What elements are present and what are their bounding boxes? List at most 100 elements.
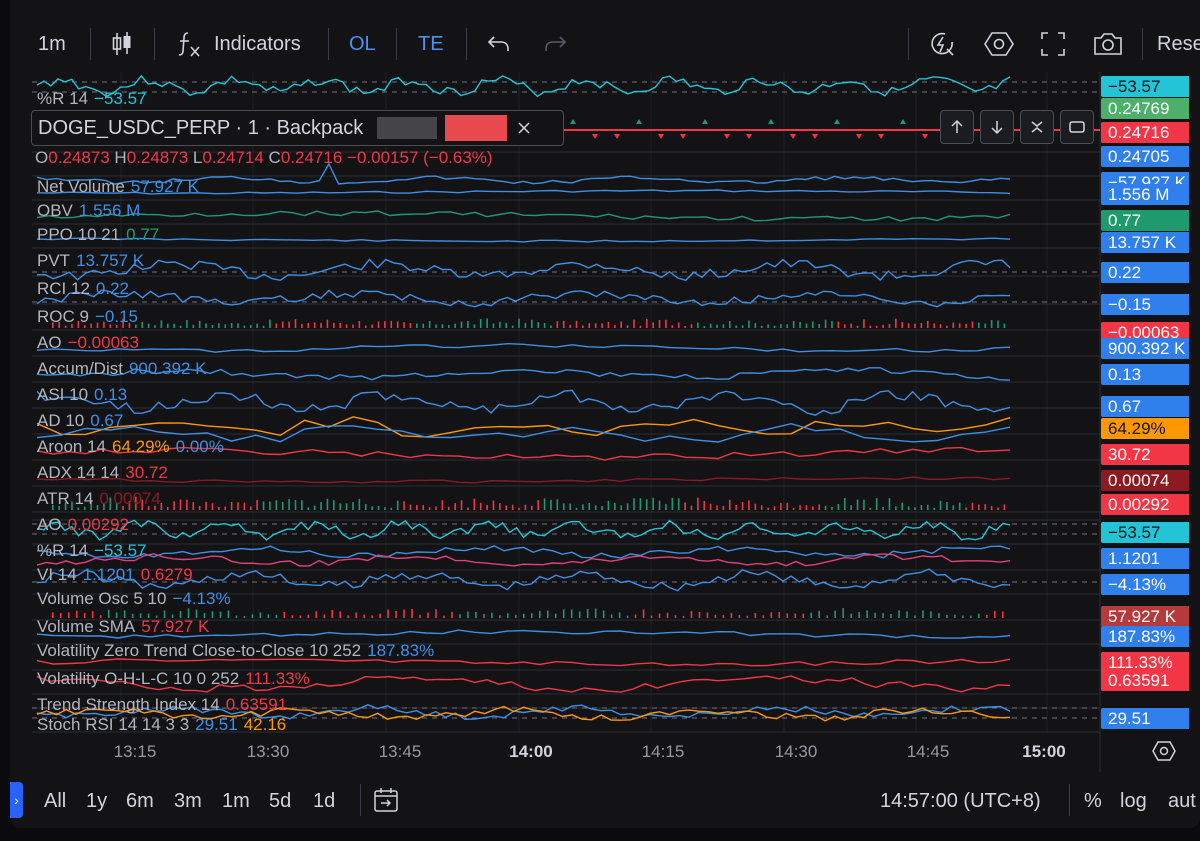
indicator-legend[interactable]: Volatility O-H-L-C 10 0 252 111.33% [37,670,310,688]
indicator-legend[interactable]: PVT 13.757 K [37,252,144,270]
indicator-legend[interactable]: AO 0.00292 [37,516,129,534]
range-button-1d[interactable]: 1d [313,790,336,812]
ao-bar-2 [531,505,533,510]
ao-bar-2 [933,507,935,510]
close-legend-icon[interactable] [517,121,531,135]
chart-area[interactable]: %R 14 −53.57 Net Volume 57.927 K OBV 1.556 M P… [10,72,1200,818]
indicator-legend[interactable]: Stoch RSI 14 14 3 3 29.51 42.16 [37,716,286,734]
indicator-legend[interactable]: PPO 10 21 0.77 [37,226,159,244]
ao-bar [249,325,252,328]
ao-bar-2 [192,502,195,510]
price-tag: 30.72 [1101,444,1189,465]
indicators-button[interactable]: Indicators [176,22,301,66]
settings-button[interactable] [984,22,1014,66]
indicator-legend[interactable]: %R 14 −53.57 [37,542,147,560]
ao-bar [390,320,393,328]
chart-type-button[interactable] [110,22,134,66]
indicator-value: 187.83% [367,641,435,660]
interval-button[interactable]: 1m [38,22,66,66]
ao-bar-2 [601,506,603,510]
indicator-legend[interactable]: VI 14 1.1201 0.6279 [37,566,193,584]
collapse-pane-button[interactable] [1020,110,1054,144]
volume-sma-bar [602,610,605,618]
alert-icon [931,32,954,56]
volume-sma-bar [738,615,741,618]
range-button-1m[interactable]: 1m [222,790,250,812]
symbol-legend[interactable]: DOGE_USDC_PERP · 1 · Backpack [31,110,564,146]
indicator-legend[interactable]: %R 14 −53.57 [37,90,147,108]
volume-sma-bar [467,611,469,618]
te-button[interactable]: TE [418,22,444,66]
range-button-1y[interactable]: 1y [86,790,108,812]
ao-bar-2 [160,503,163,510]
volume-sma-bar [946,614,948,618]
indicator-legend[interactable]: Net Volume 57.927 K [37,178,199,196]
auto-scale-toggle[interactable]: aut [1168,790,1196,812]
move-pane-up-button[interactable] [940,110,974,144]
range-button-3m[interactable]: 3m [174,790,202,812]
ao-bar [978,322,980,328]
range-button-6m[interactable]: 6m [126,790,154,812]
redo-button[interactable] [542,22,568,66]
indicator-legend[interactable]: Accum/Dist 900.392 K [37,360,206,378]
ao-bar [805,323,808,328]
ao-bar [658,320,661,328]
ao-bar [997,320,999,328]
percent-scale-toggle[interactable]: % [1084,790,1102,812]
ao-bar [767,324,769,328]
ao-bar [192,324,195,328]
indicator-legend[interactable]: Trend Strength Index 14 0.63591 [37,696,287,714]
ao-bar-2 [147,506,150,510]
indicator-legend[interactable]: AD 10 0.67 [37,412,123,430]
undo-button[interactable] [486,22,512,66]
ao-bar [716,324,718,328]
indicator-legend[interactable]: AO −0.00063 [37,334,139,352]
indicator-legend[interactable]: Volatility Zero Trend Close-to-Close 10 … [37,642,434,660]
indicator-legend[interactable]: ASI 10 0.13 [37,386,127,404]
ao-bar [697,322,699,328]
indicator-legend[interactable]: Volume SMA 57.927 K [37,618,209,636]
goto-date-button[interactable] [372,786,400,814]
range-button-all[interactable]: All [44,790,67,812]
price-tag: 0.77 [1101,210,1189,231]
ao-bar [486,318,488,328]
log-scale-toggle[interactable]: log [1120,790,1147,812]
indicator-legend[interactable]: Aroon 14 64.29% 0.00% [37,438,224,456]
ol-button[interactable]: OL [349,22,376,66]
ao-bar-2 [677,498,680,510]
indicator-legend[interactable]: ADX 14 14 30.72 [37,464,168,482]
indicator-name: Net Volume [37,177,125,196]
reset-button[interactable]: Rese [1157,22,1200,66]
ao-bar [933,323,935,328]
ao-bar [837,321,840,328]
indicator-legend[interactable]: OBV 1.556 M [37,202,140,220]
volume-sma-bar [650,615,653,618]
indicator-legend[interactable]: RCI 12 0.22 [37,280,129,298]
axis-settings-button[interactable] [1152,740,1176,762]
indicator-name: AO [37,333,62,352]
maximize-pane-button[interactable] [1060,110,1094,144]
timezone-clock[interactable]: 14:57:00 (UTC+8) [880,790,1041,812]
ao-bar-2 [990,506,993,510]
move-pane-down-button[interactable] [980,110,1014,144]
ao-bar-2 [294,500,297,510]
volume-sma-bar [562,609,565,618]
fullscreen-button[interactable] [1040,22,1066,66]
expand-sidebar-button[interactable]: › [10,782,23,818]
ao-bar [677,322,680,328]
alert-button[interactable] [928,22,956,66]
ao-bar-2 [767,507,769,510]
indicator-legend[interactable]: Volume Osc 5 10 −4.13% [37,590,231,608]
range-button-5d[interactable]: 5d [269,790,292,812]
ao-bar [984,323,987,328]
indicator-legend[interactable]: ROC 9 −0.15 [37,308,138,326]
ao-bar [971,321,974,328]
indicator-legend[interactable]: ATR 14 0.00074 [37,490,161,508]
ao-bar-2 [326,498,329,510]
ao-bar-2 [926,504,929,510]
ao-bar [460,321,463,328]
ao-bar [582,325,584,328]
ao-bar-2 [262,501,265,510]
ao-bar [288,321,290,328]
screenshot-button[interactable] [1092,22,1124,66]
